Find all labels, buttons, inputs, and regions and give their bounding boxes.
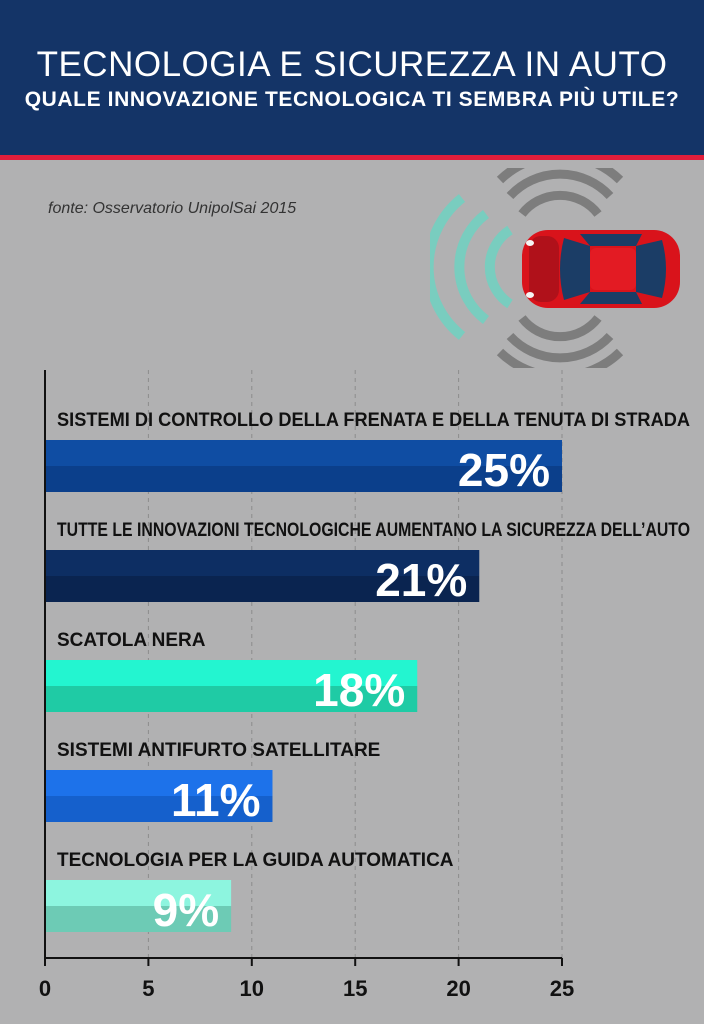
header-accent-stripe xyxy=(0,155,704,160)
bar-value-1: 25% xyxy=(458,444,550,496)
sensor-waves-front-icon xyxy=(430,194,513,340)
bar-2-lower xyxy=(45,576,480,602)
bar-label-1: SISTEMI DI CONTROLLO DELLA FRENATA E DEL… xyxy=(57,410,690,431)
bar-5-upper xyxy=(45,880,232,906)
bar-1-lower xyxy=(45,466,562,492)
x-tick-label-20: 20 xyxy=(446,976,470,1001)
bar-value-4: 11% xyxy=(171,774,261,826)
car-icon xyxy=(522,230,680,308)
x-tick-label-15: 15 xyxy=(343,976,367,1001)
bar-label-5: TECNOLOGIA PER LA GUIDA AUTOMATICA xyxy=(57,850,454,871)
car-sensor-icon xyxy=(430,168,680,368)
bar-value-2: 21% xyxy=(375,554,467,606)
x-tick-label-0: 0 xyxy=(39,976,51,1001)
x-tick-label-25: 25 xyxy=(550,976,574,1001)
page-subtitle: QUALE INNOVAZIONE TECNOLOGICA TI SEMBRA … xyxy=(24,88,680,111)
x-tick-label-5: 5 xyxy=(142,976,154,1001)
bar-value-5: 9% xyxy=(153,884,219,936)
page-title: TECNOLOGIA E SICUREZZA IN AUTO xyxy=(36,45,668,84)
bar-label-3: SCATOLA NERA xyxy=(57,630,206,651)
bar-label-4: SISTEMI ANTIFURTO SATELLITARE xyxy=(57,740,380,761)
bar-3-upper xyxy=(45,660,418,686)
bar-label-2: TUTTE LE INNOVAZIONI TECNOLOGICHE AUMENT… xyxy=(57,520,690,541)
bar-1-upper xyxy=(45,440,562,466)
sensor-waves-top-icon xyxy=(496,168,624,217)
bar-4-lower xyxy=(45,796,273,822)
bar-2-upper xyxy=(45,550,480,576)
header-banner xyxy=(0,0,704,155)
bar-5-lower xyxy=(45,906,232,932)
sensor-waves-bottom-icon xyxy=(496,315,624,368)
bar-4-upper xyxy=(45,770,273,796)
bar-value-3: 18% xyxy=(313,664,405,716)
x-tick-label-10: 10 xyxy=(240,976,264,1001)
source-note: fonte: Osservatorio UnipolSai 2015 xyxy=(48,200,297,217)
bar-3-lower xyxy=(45,686,418,712)
